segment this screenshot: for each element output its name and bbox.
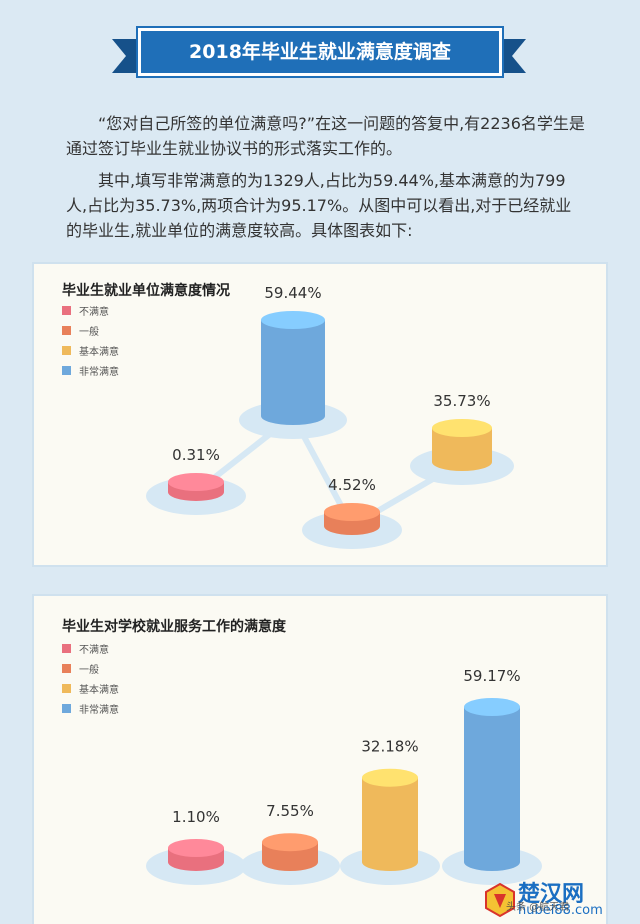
chart1-legend: 不满意 一般 基本满意 非常满意: [62, 300, 119, 380]
chart2-legend-item: 非常满意: [62, 698, 119, 718]
chart2-data-label: 7.55%: [266, 802, 314, 820]
legend-label: 一般: [79, 326, 99, 338]
legend-swatch-icon: [62, 325, 71, 335]
chart2-bar-body: [464, 707, 520, 871]
legend-swatch-icon: [62, 365, 71, 375]
legend-swatch-icon: [62, 663, 71, 673]
chart1-legend-item: 非常满意: [62, 360, 119, 380]
chart1-bar-body: [432, 428, 492, 471]
chart1-data-label: 59.44%: [264, 284, 321, 302]
chart2-bar-top: [464, 698, 520, 716]
legend-label: 一般: [79, 664, 99, 676]
legend-label: 不满意: [79, 644, 109, 656]
legend-label: 不满意: [79, 306, 109, 318]
chart1-bar-top: [324, 503, 380, 521]
chart2-data-label: 59.17%: [463, 667, 520, 685]
legend-label: 基本满意: [79, 346, 119, 358]
chart1-bar-body: [261, 320, 325, 425]
intro-paragraph-1: “您对自己所签的单位满意吗?”在这一问题的答复中,有2236名学生是通过签订毕业…: [66, 114, 585, 158]
chart1-legend-item: 基本满意: [62, 340, 119, 360]
chart1-data-label: 0.31%: [172, 446, 220, 464]
chart1-bar-top: [432, 419, 492, 437]
chart1-title: 毕业生就业单位满意度情况: [62, 283, 230, 299]
chart2-legend-item: 不满意: [62, 638, 119, 658]
legend-swatch-icon: [62, 703, 71, 713]
watermark: 楚汉网 hubei88.com 头条 @航天君: [484, 876, 634, 922]
chart2-legend-item: 一般: [62, 658, 119, 678]
chart1-bar-top: [261, 311, 325, 329]
chart2-data-label: 32.18%: [361, 738, 418, 756]
watermark-name: 楚汉网: [518, 882, 585, 907]
title-banner: 2018年毕业生就业满意度调查: [138, 28, 502, 76]
intro-paragraph-2: 其中,填写非常满意的为1329人,占比为59.44%,基本满意的为799人,占比…: [66, 171, 572, 240]
legend-label: 非常满意: [79, 366, 119, 378]
chart2-legend: 不满意 一般 基本满意 非常满意: [62, 638, 119, 718]
watermark-logo-icon: [485, 882, 515, 918]
chart2-bar-body: [362, 777, 418, 871]
legend-swatch-icon: [62, 643, 71, 653]
chart2-bar-top: [262, 833, 318, 852]
chart2-legend-item: 基本满意: [62, 678, 119, 698]
banner-ribbon-left: [112, 39, 140, 73]
legend-swatch-icon: [62, 683, 71, 693]
chart1-data-label: 35.73%: [433, 392, 490, 410]
legend-swatch-icon: [62, 305, 71, 315]
legend-swatch-icon: [62, 345, 71, 355]
legend-label: 基本满意: [79, 684, 119, 696]
chart1-legend-item: 一般: [62, 320, 119, 340]
page-title: 2018年毕业生就业满意度调查: [189, 41, 451, 63]
chart2-data-label: 1.10%: [172, 808, 220, 826]
chart1-legend-item: 不满意: [62, 300, 119, 320]
chart2-title: 毕业生对学校就业服务工作的满意度: [62, 619, 286, 635]
legend-label: 非常满意: [79, 704, 119, 716]
chart2-bar-top: [362, 768, 418, 787]
chart1-bar-top: [168, 473, 224, 491]
watermark-url: hubei88.com: [518, 903, 603, 918]
chart2-bar-top: [168, 839, 224, 857]
chart1-data-label: 4.52%: [328, 476, 376, 494]
watermark-credit: 头条 @航天君: [506, 902, 570, 913]
